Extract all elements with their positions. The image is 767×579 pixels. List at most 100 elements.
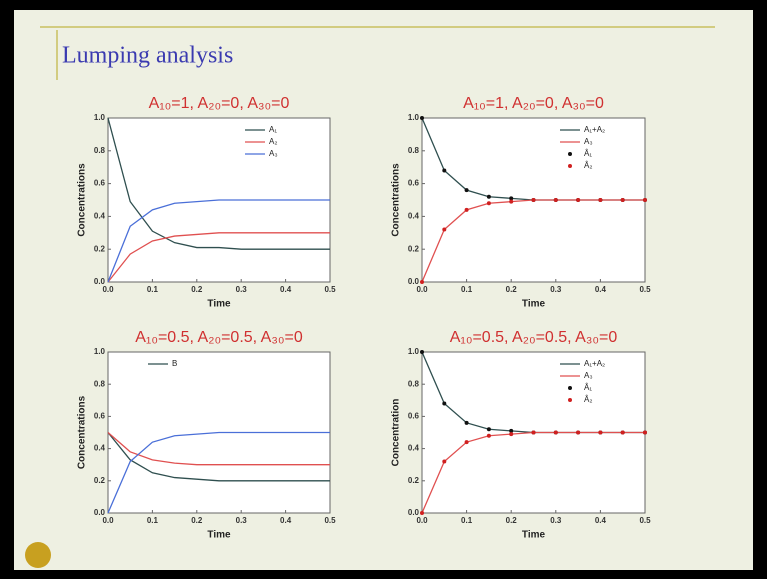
legend-label: Â₁ (584, 383, 592, 392)
x-tick-label: 0.5 (324, 516, 336, 525)
x-tick-label: 0.0 (102, 285, 114, 294)
slide-frame: Lumping analysis A₁₀=1, A₂₀=0, A₃₀=0 0.0 0… (0, 0, 767, 579)
y-tick-label: 0.2 (408, 476, 420, 485)
data-point (576, 198, 580, 202)
y-tick-label: 1.0 (408, 113, 420, 122)
y-tick-label: 0.2 (408, 244, 420, 253)
x-tick-label: 0.2 (191, 516, 203, 525)
y-tick-label: 0.8 (408, 146, 420, 155)
data-point (598, 431, 602, 435)
y-tick-label: 0.4 (94, 444, 106, 453)
y-tick-label: 0.8 (94, 146, 106, 155)
chart-title: A₁₀=1, A₂₀=0, A₃₀=0 (463, 95, 604, 112)
legend-label: B (172, 359, 177, 368)
x-tick-label: 0.4 (595, 285, 607, 294)
legend-label: Â₂ (584, 395, 592, 404)
x-tick-label: 0.2 (191, 285, 203, 294)
legend-label: A₂ (269, 137, 277, 146)
data-point (509, 432, 513, 436)
data-point (532, 431, 536, 435)
legend-marker (568, 386, 572, 390)
legend-label: A₁+A₂ (584, 359, 605, 368)
y-axis-label: Concentrations (77, 395, 88, 469)
data-point (442, 228, 446, 232)
data-point (621, 198, 625, 202)
chart-title: A₁₀=1, A₂₀=0, A₃₀=0 (149, 95, 290, 112)
x-tick-label: 0.3 (550, 516, 562, 525)
legend-label: Â₂ (584, 161, 592, 170)
data-point (465, 188, 469, 192)
x-tick-label: 0.1 (461, 285, 473, 294)
y-tick-label: 0.6 (94, 412, 106, 421)
chart-title: A₁₀=0.5, A₂₀=0.5, A₃₀=0 (135, 329, 303, 346)
data-point (487, 201, 491, 205)
x-axis-label: Time (522, 530, 546, 541)
data-point (643, 431, 647, 435)
x-tick-label: 0.1 (147, 516, 159, 525)
data-point (487, 195, 491, 199)
y-axis-label: Concentrations (77, 163, 88, 237)
x-tick-label: 0.5 (324, 285, 336, 294)
legend-label: Â₁ (584, 149, 592, 158)
x-axis-label: Time (207, 299, 231, 310)
logo (25, 542, 51, 568)
x-tick-label: 0.0 (102, 516, 114, 525)
y-tick-label: 1.0 (408, 347, 420, 356)
x-tick-label: 0.2 (506, 516, 518, 525)
x-tick-label: 0.4 (280, 516, 292, 525)
x-tick-label: 0.3 (550, 285, 562, 294)
x-tick-label: 0.0 (416, 285, 428, 294)
data-point (509, 200, 513, 204)
x-tick-label: 0.2 (506, 285, 518, 294)
legend-marker (568, 152, 572, 156)
x-axis-label: Time (207, 530, 231, 541)
y-tick-label: 0.4 (94, 212, 106, 221)
x-tick-label: 0.4 (280, 285, 292, 294)
data-point (465, 421, 469, 425)
data-point (487, 427, 491, 431)
x-tick-label: 0.5 (639, 516, 651, 525)
y-tick-label: 0.2 (94, 476, 106, 485)
x-tick-label: 0.1 (461, 516, 473, 525)
y-tick-label: 0.6 (94, 179, 106, 188)
data-point (420, 350, 424, 354)
y-tick-label: 0.4 (408, 444, 420, 453)
data-point (420, 280, 424, 284)
data-point (554, 431, 558, 435)
y-tick-label: 0.4 (408, 212, 420, 221)
data-point (420, 511, 424, 515)
y-axis-label: Concentrations (391, 163, 402, 237)
data-point (598, 198, 602, 202)
data-point (442, 402, 446, 406)
slide-title: Lumping analysis (62, 43, 233, 69)
y-tick-label: 1.0 (94, 347, 106, 356)
y-tick-label: 1.0 (94, 113, 106, 122)
legend-marker (568, 398, 572, 402)
data-point (576, 431, 580, 435)
legend-label: A₃ (584, 371, 593, 380)
x-tick-label: 0.3 (236, 285, 248, 294)
data-point (465, 440, 469, 444)
x-tick-label: 0.3 (236, 516, 248, 525)
data-point (465, 208, 469, 212)
legend-marker (568, 164, 572, 168)
data-point (420, 116, 424, 120)
y-tick-label: 0.6 (408, 179, 420, 188)
x-axis-label: Time (522, 299, 546, 310)
x-tick-label: 0.5 (639, 285, 651, 294)
data-point (487, 434, 491, 438)
y-tick-label: 0.8 (94, 379, 106, 388)
chart-title: A₁₀=0.5, A₂₀=0.5, A₃₀=0 (450, 329, 618, 346)
x-tick-label: 0.1 (147, 285, 159, 294)
data-point (643, 198, 647, 202)
y-tick-label: 0.6 (408, 412, 420, 421)
legend-label: A₁ (269, 125, 277, 134)
y-tick-label: 0.2 (94, 244, 106, 253)
data-point (442, 459, 446, 463)
legend-label: A₃ (269, 149, 278, 158)
legend-label: A₃ (584, 137, 593, 146)
y-tick-label: 0.8 (408, 379, 420, 388)
x-tick-label: 0.0 (416, 516, 428, 525)
x-tick-label: 0.4 (595, 516, 607, 525)
data-point (554, 198, 558, 202)
